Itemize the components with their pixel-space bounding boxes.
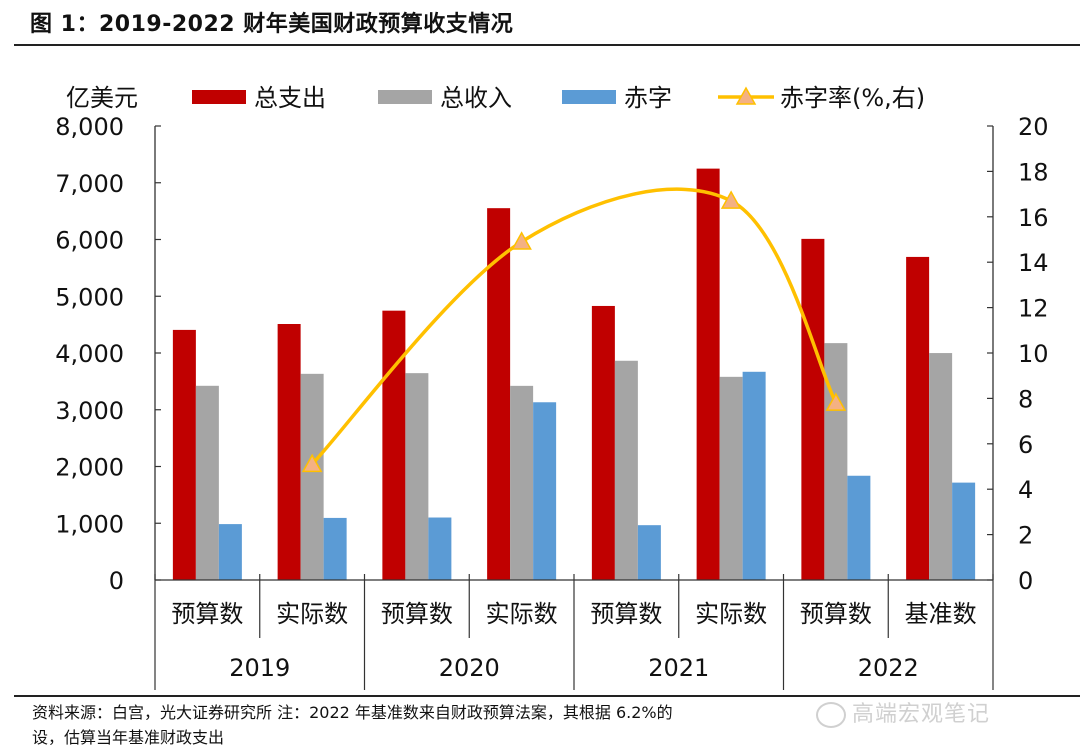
legend-swatch: [192, 90, 246, 104]
right-tick-label: 10: [1018, 340, 1049, 368]
bar-总支出-6: [801, 238, 825, 581]
legend-marker: [735, 86, 757, 105]
footnote: 资料来源：白宫，光大证券研究所 注：2022 年基准数来自财政预算法案，其根据 …: [32, 700, 1072, 750]
deficit-rate-marker: [511, 231, 532, 250]
left-tick-label: 8,000: [55, 113, 124, 141]
legend-swatch: [562, 90, 616, 104]
left-tick-label: 0: [109, 567, 124, 595]
left-tick-label: 7,000: [55, 170, 124, 198]
title-divider: [14, 44, 1080, 46]
right-tick-label: 18: [1018, 158, 1049, 186]
figure-title: 图 1：2019-2022 财年美国财政预算收支情况: [30, 12, 514, 37]
bar-总支出-2: [382, 310, 406, 580]
bar-赤字-4: [637, 525, 661, 580]
bar-赤字-2: [428, 517, 452, 580]
bar-总收入-7: [929, 353, 953, 580]
footnote-divider: [14, 695, 1080, 697]
legend-swatch: [378, 90, 432, 104]
right-tick-label: 4: [1018, 476, 1033, 504]
bar-赤字-0: [218, 524, 242, 580]
bar-赤字-1: [323, 517, 347, 580]
axes: 0 1,000 2,000 3,000 4,000 5,000 6,000 7,000 8,00…: [55, 113, 1049, 690]
bar-总支出-4: [591, 305, 615, 580]
bar-总支出-3: [487, 208, 511, 580]
right-tick-label: 0: [1018, 567, 1033, 595]
right-tick-label: 2: [1018, 522, 1033, 550]
deficit-rate-marker: [301, 453, 323, 473]
group-label: 2020: [439, 654, 500, 682]
legend: 亿美元 总支出 总收入 赤字 赤字率(%,右): [66, 84, 925, 112]
group-label: 2021: [648, 654, 709, 682]
category-label: 实际数: [695, 600, 767, 628]
left-tick-label: 4,000: [55, 340, 124, 368]
footnote-line-1: 资料来源：白宫，光大证券研究所 注：2022 年基准数来自财政预算法案，其根据 …: [32, 703, 673, 722]
left-tick-label: 2,000: [55, 454, 124, 482]
bar-总收入-5: [719, 376, 743, 580]
category-label: 预算数: [381, 600, 453, 628]
bar-总收入-2: [405, 373, 429, 580]
category-label: 实际数: [486, 600, 558, 628]
footnote-line-2: 设，估算当年基准财政支出: [32, 728, 225, 747]
bar-总收入-1: [300, 373, 324, 580]
category-label: 实际数: [276, 600, 348, 628]
left-tick-label: 6,000: [55, 227, 124, 255]
category-label: 预算数: [800, 600, 872, 628]
group-label: 2022: [858, 654, 919, 682]
right-tick-label: 16: [1018, 204, 1049, 232]
watermark: 高端宏观笔记: [816, 696, 990, 728]
legend-label: 赤字: [624, 84, 672, 112]
bar-总收入-3: [510, 385, 534, 580]
chart: 亿美元 总支出 总收入 赤字 赤字率(%,右) 0 1,000 2,000 3,000 4,00…: [55, 84, 1049, 690]
bar-总支出-0: [172, 329, 196, 580]
bar-总支出-7: [906, 256, 930, 580]
deficit-rate-marker: [825, 392, 847, 411]
category-label: 预算数: [171, 600, 243, 628]
right-tick-label: 8: [1018, 385, 1033, 413]
bar-总支出-5: [696, 168, 720, 580]
bar-赤字-7: [952, 482, 976, 580]
right-tick-label: 14: [1018, 249, 1049, 277]
category-label: 基准数: [905, 600, 977, 628]
y-axis-unit: 亿美元: [66, 84, 138, 112]
left-tick-label: 1,000: [55, 510, 124, 538]
legend-label: 总收入: [440, 84, 512, 112]
legend-label: 总支出: [254, 84, 326, 112]
bar-赤字-6: [847, 475, 871, 580]
deficit-rate-curve: [310, 187, 838, 466]
right-tick-label: 20: [1018, 113, 1049, 141]
category-label: 预算数: [590, 600, 662, 628]
group-label: 2019: [229, 654, 290, 682]
deficit-rate-marker: [720, 190, 742, 209]
left-tick-label: 5,000: [55, 283, 124, 311]
legend-label: 赤字率(%,右): [780, 84, 925, 112]
bar-总支出-1: [277, 324, 301, 580]
right-tick-label: 12: [1018, 295, 1049, 323]
wechat-icon: [816, 702, 846, 728]
deficit-rate-line: [301, 187, 847, 473]
bar-总收入-0: [195, 385, 219, 580]
left-tick-label: 3,000: [55, 397, 124, 425]
right-tick-label: 6: [1018, 431, 1033, 459]
bars: [172, 168, 976, 581]
watermark-text: 高端宏观笔记: [852, 702, 991, 727]
bar-赤字-5: [742, 371, 766, 580]
bar-总收入-4: [614, 360, 638, 580]
bar-赤字-3: [533, 402, 557, 580]
bar-总收入-6: [824, 343, 848, 580]
